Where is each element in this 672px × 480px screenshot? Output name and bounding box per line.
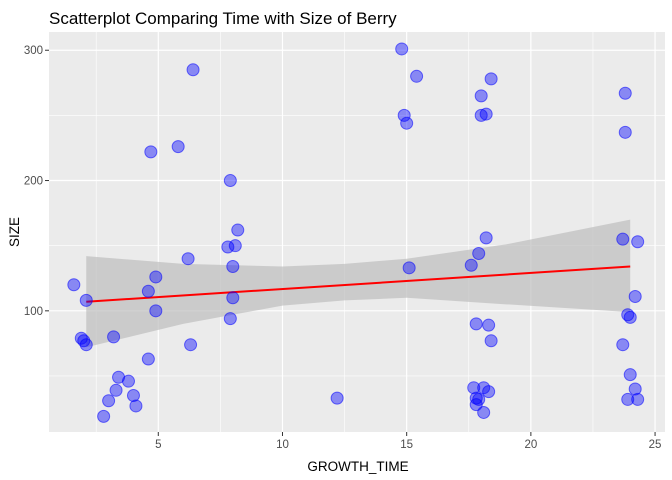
data-point <box>631 235 645 249</box>
data-point <box>226 260 240 274</box>
data-point <box>467 381 481 395</box>
data-point <box>395 42 409 56</box>
data-point <box>226 291 240 305</box>
data-point <box>67 278 81 292</box>
data-point <box>621 392 635 406</box>
data-point <box>623 368 637 382</box>
x-tick-label: 20 <box>524 439 537 451</box>
x-tick-label: 15 <box>400 439 413 451</box>
y-tick-label: 200 <box>24 176 43 188</box>
x-axis-title: GROWTH_TIME <box>307 459 408 474</box>
data-point <box>631 392 645 406</box>
data-points <box>67 42 645 423</box>
data-point <box>472 392 486 406</box>
data-point <box>482 385 496 399</box>
data-point <box>126 389 140 403</box>
data-point <box>400 116 414 130</box>
data-point <box>482 318 496 332</box>
x-tick-label: 10 <box>276 439 289 451</box>
x-axis-ticks: 5 10 15 20 25 <box>155 432 661 451</box>
data-point <box>477 405 491 419</box>
data-point <box>330 391 344 405</box>
data-point <box>479 231 493 245</box>
data-point <box>102 394 116 408</box>
data-point <box>223 312 237 326</box>
data-point <box>464 258 478 272</box>
data-point <box>618 86 632 100</box>
plot-panel <box>49 32 665 432</box>
data-point <box>184 338 198 352</box>
chart-title: Scatterplot Comparing Time with Size of … <box>49 9 397 28</box>
data-point <box>186 63 200 77</box>
data-point <box>469 317 483 331</box>
data-point <box>479 107 493 121</box>
data-point <box>397 108 411 122</box>
y-tick-label: 100 <box>24 306 43 318</box>
data-point <box>79 338 93 352</box>
data-point <box>472 246 486 260</box>
data-point <box>616 232 630 246</box>
data-point <box>129 399 143 413</box>
data-point <box>628 289 642 303</box>
data-point <box>149 304 163 318</box>
x-tick-label: 5 <box>155 439 161 451</box>
y-tick-label: 300 <box>24 45 43 57</box>
data-point <box>121 374 135 388</box>
data-point <box>141 284 155 298</box>
data-point <box>79 293 93 307</box>
data-point <box>149 270 163 284</box>
data-point <box>618 125 632 139</box>
data-point <box>231 223 245 237</box>
data-point <box>484 334 498 348</box>
data-point <box>171 140 185 154</box>
major-gridlines <box>49 32 665 432</box>
data-point <box>109 383 123 397</box>
trend-line <box>86 265 631 303</box>
data-point <box>410 69 424 83</box>
data-point <box>97 409 111 423</box>
data-point <box>616 338 630 352</box>
data-point <box>144 145 158 159</box>
data-point <box>474 108 488 122</box>
x-tick-label: 25 <box>649 439 662 451</box>
data-point <box>228 239 242 253</box>
data-point <box>623 310 637 324</box>
data-point <box>141 352 155 366</box>
data-point <box>223 174 237 188</box>
y-axis-title: SIZE <box>7 217 22 247</box>
data-point <box>107 330 121 344</box>
data-point <box>181 252 195 266</box>
data-point <box>474 89 488 103</box>
data-point <box>628 382 642 396</box>
y-axis-ticks: 100 200 300 <box>24 45 49 318</box>
data-point <box>484 72 498 86</box>
data-point <box>402 261 416 275</box>
